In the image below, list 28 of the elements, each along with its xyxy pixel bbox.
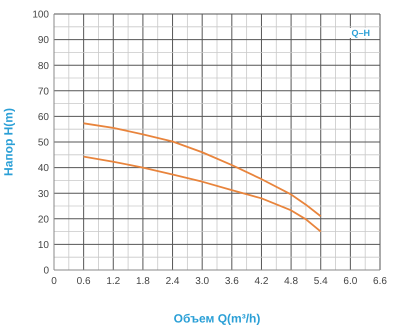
x-tick-label: 0.6 bbox=[76, 276, 92, 288]
x-tick-label: 1.8 bbox=[136, 276, 150, 288]
y-axis-title: Напор H(m) bbox=[1, 108, 16, 176]
y-tick-label: 20 bbox=[38, 214, 50, 226]
x-tick-label: 1.2 bbox=[106, 276, 121, 288]
x-tick-label: 0 bbox=[51, 276, 58, 288]
x-tick-label: 5.4 bbox=[314, 276, 328, 288]
y-tick-label: 90 bbox=[38, 35, 50, 46]
line-series bbox=[82, 156, 322, 232]
y-tick-label: 10 bbox=[38, 240, 50, 251]
annotation: Q–H bbox=[347, 28, 374, 38]
y-tick-label: 70 bbox=[38, 86, 50, 98]
y-tick-label: 0 bbox=[43, 266, 50, 277]
x-tick-label: 6.6 bbox=[373, 276, 388, 288]
y-tick-label: 80 bbox=[38, 60, 50, 72]
y-tick-label: 30 bbox=[38, 188, 50, 200]
x-axis-title: Объем Q(m³/h) bbox=[174, 312, 260, 326]
x-tick-label: 3.6 bbox=[224, 276, 240, 288]
y-tick-label: 40 bbox=[38, 163, 50, 174]
x-tick-label: 3.0 bbox=[195, 276, 210, 288]
y-tick-label: 50 bbox=[38, 138, 50, 149]
x-tick-label: 6.0 bbox=[343, 276, 358, 288]
y-tick-label: 100 bbox=[32, 10, 50, 21]
y-tick-label: 60 bbox=[38, 112, 50, 123]
x-tick-label: 4.2 bbox=[254, 276, 269, 288]
x-tick-label: 4.8 bbox=[284, 276, 298, 288]
x-tick-label: 2.4 bbox=[166, 276, 180, 288]
line-series bbox=[82, 122, 322, 218]
